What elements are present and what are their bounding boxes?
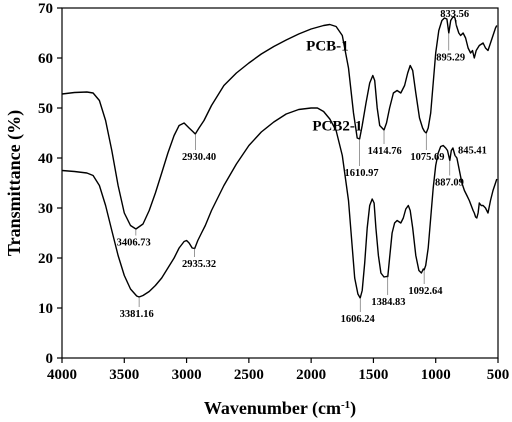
x-axis-title-end: )	[350, 398, 356, 419]
x-tick-label: 2500	[234, 367, 264, 383]
peak-annotations-layer: 833.56 895.29 2930.40 1414.76 1075.69 1610.97…	[117, 9, 487, 325]
y-tick-label: 10	[38, 301, 53, 317]
x-axis-title-main: Wavenumber (cm	[204, 398, 341, 419]
y-tick-label: 50	[38, 101, 53, 117]
peak-label: 833.56	[440, 9, 469, 20]
series-line-pcb-1	[61, 15, 498, 230]
peak-label: 1384.83	[371, 297, 405, 308]
peak-label: 895.29	[436, 53, 465, 64]
y-tick-label: 20	[38, 251, 53, 267]
y-tick-label: 30	[38, 201, 53, 217]
series-label-pcb2-1: PCB2-1	[312, 119, 362, 135]
peak-label: 3381.16	[120, 309, 154, 320]
ticks-layer: 4000 3500 3000 2500 2000 1500 1000 500 0 10 20 30 40…	[38, 1, 509, 383]
x-tick-label: 1000	[421, 367, 451, 383]
y-tick-label: 70	[38, 1, 53, 17]
peak-label: 1606.24	[341, 314, 376, 325]
peak-label: 1075.69	[410, 152, 444, 163]
peak-label: 845.41	[458, 146, 487, 157]
x-tick-label: 500	[487, 367, 510, 383]
peak-label: 1092.64	[408, 286, 443, 297]
series-line-pcb2-1	[61, 107, 498, 299]
x-tick-label: 4000	[47, 367, 77, 383]
plot-frame	[61, 7, 499, 359]
series-label-pcb-1: PCB-1	[306, 39, 349, 55]
x-axis-title-sup: -1	[341, 399, 350, 411]
x-tick-label: 3000	[172, 367, 202, 383]
peak-label: 3406.73	[117, 238, 151, 249]
x-tick-label: 2000	[296, 367, 326, 383]
y-tick-label: 40	[38, 151, 53, 167]
peak-label: 2930.40	[182, 152, 216, 163]
y-tick-label: 60	[38, 51, 53, 67]
y-axis-title: Transmittance (%)	[4, 110, 25, 256]
curves-layer	[61, 15, 498, 299]
y-tick-label: 0	[46, 351, 54, 367]
series-labels-layer: PCB-1 PCB2-1	[306, 39, 362, 135]
x-axis-title: Wavenumber (cm-1)	[204, 398, 356, 419]
peak-label: 1610.97	[345, 168, 379, 179]
peak-label: 2935.32	[182, 259, 216, 270]
peak-label: 1414.76	[368, 146, 402, 157]
x-tick-label: 3500	[109, 367, 139, 383]
x-tick-label: 1500	[358, 367, 388, 383]
peak-label: 887.09	[435, 178, 464, 189]
